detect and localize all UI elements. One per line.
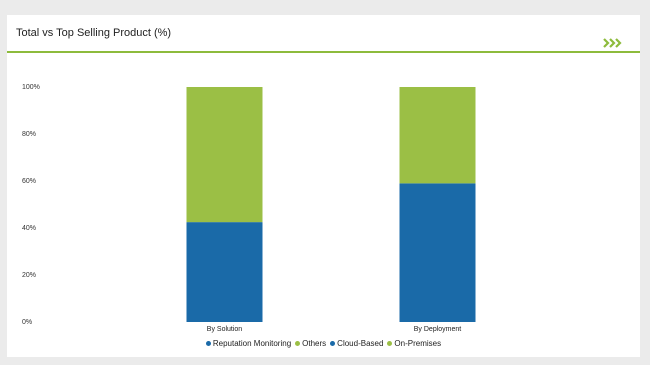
more-icon xyxy=(603,38,622,48)
legend-item: Reputation Monitoring xyxy=(205,339,292,348)
x-tick-label: By Solution xyxy=(207,326,243,333)
legend-label: Reputation Monitoring xyxy=(212,339,292,348)
y-tick-label: 100% xyxy=(22,84,40,91)
y-tick-label: 60% xyxy=(22,178,36,185)
x-tick-label: By Deployment xyxy=(414,326,462,333)
y-tick-label: 0% xyxy=(22,319,32,326)
legend-swatch xyxy=(387,341,393,346)
legend-label: On-Premises xyxy=(394,339,442,348)
bar-segment xyxy=(399,87,476,184)
y-tick-label: 40% xyxy=(22,225,36,232)
bar-segment xyxy=(186,222,263,322)
legend-swatch xyxy=(330,341,336,346)
legend-item: On-Premises xyxy=(387,339,441,348)
legend-label: Cloud-Based xyxy=(337,339,384,348)
legend-swatch xyxy=(205,341,211,346)
legend-item: Cloud-Based xyxy=(330,339,383,348)
bar-segment xyxy=(186,87,263,223)
y-tick-label: 20% xyxy=(22,272,36,279)
legend: Reputation Monitoring Others Cloud-Based On… xyxy=(7,339,640,348)
legend-item: Others xyxy=(295,339,326,348)
card xyxy=(7,15,640,357)
bar-segment xyxy=(399,183,476,322)
chart-title: Total vs Top Selling Product (%) xyxy=(16,27,171,39)
y-tick-label: 80% xyxy=(22,131,36,138)
legend-swatch xyxy=(295,341,301,346)
legend-label: Others xyxy=(302,339,327,348)
